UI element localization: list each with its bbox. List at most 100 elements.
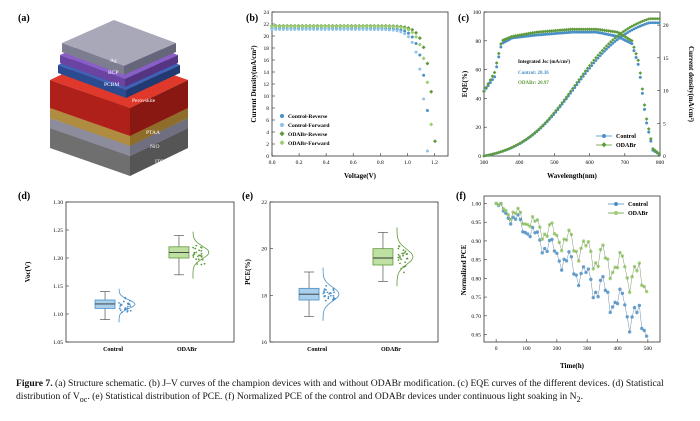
y-axis-label: Voc(V): [24, 261, 32, 282]
jsc-point: [647, 17, 651, 21]
data-point: [288, 24, 293, 29]
sample-point: [402, 252, 405, 255]
y-tick-label: 4: [266, 130, 269, 136]
sample-point: [119, 305, 122, 307]
data-point: [421, 45, 426, 50]
sample-point: [196, 263, 199, 265]
panel-c-eqe-curves: (c) 300 400 500 600 700 800020406080100051015…: [458, 10, 695, 180]
caption-text: . (e) Statistical distribution of PCE. (…: [87, 390, 577, 402]
distribution-curve: [396, 227, 414, 287]
data-point: [281, 27, 285, 31]
box-marks: Control ODABr: [298, 227, 414, 353]
jsc-point: [587, 63, 592, 68]
sample-point: [192, 254, 195, 257]
y-axis-label: EQE(%): [461, 70, 469, 97]
eqe-point: [655, 150, 660, 155]
plot-frame: [65, 201, 235, 343]
data-point: [410, 35, 414, 39]
eqe-point: [482, 89, 486, 94]
series-line: [495, 203, 647, 337]
annotation-odabr: ODABr: 20.97: [518, 81, 549, 86]
eqe-point: [569, 30, 573, 34]
jsc-point: [586, 69, 589, 73]
x-tick-label: 0.2: [296, 160, 303, 166]
data-point: [292, 24, 297, 29]
data-point: [346, 27, 350, 31]
sample-point: [199, 254, 202, 257]
data-point: [395, 29, 399, 33]
y-tick-label: 22: [261, 200, 267, 206]
eqe-point: [488, 78, 493, 82]
legend-marker: [280, 114, 284, 118]
eqe-point: [643, 107, 647, 111]
eqe-point: [585, 30, 589, 34]
jsc-point: [539, 125, 543, 129]
y-tick-label: 1.10: [53, 312, 63, 318]
data-point: [380, 28, 384, 32]
eqe-point: [649, 139, 653, 143]
y-tick-label: 20: [476, 125, 482, 131]
sample-point: [192, 246, 195, 249]
sample-point: [328, 292, 331, 295]
eqe-point: [642, 103, 647, 107]
jsc-point: [609, 43, 613, 47]
x-category-label: Control: [103, 347, 123, 353]
data-point: [391, 24, 396, 29]
y-tick-label: 0.70: [471, 314, 481, 320]
sample-point: [200, 252, 203, 255]
jsc-point: [621, 29, 626, 34]
sample-point: [197, 255, 199, 258]
x-tick-label: 800: [656, 160, 665, 166]
jsc-point: [649, 17, 653, 21]
x-axis-label: Wavelength(nm): [547, 172, 597, 180]
x-category-label: ODABr: [177, 347, 197, 353]
data-point: [289, 27, 293, 31]
data-point: [365, 27, 369, 31]
data-point: [403, 29, 407, 33]
distribution-curve: [192, 231, 210, 279]
sample-point: [327, 297, 330, 300]
sample-point: [129, 309, 132, 312]
legend: Control ODABr: [608, 202, 648, 217]
jsc-point: [547, 116, 552, 120]
jsc-point: [655, 17, 659, 21]
data-point: [308, 27, 312, 31]
data-point: [278, 27, 282, 31]
data-point: [406, 31, 410, 35]
x-tick-label: 1.2: [431, 160, 438, 166]
jsc-point: [560, 101, 564, 105]
jsc-point: [630, 28, 634, 32]
data-point: [369, 27, 373, 31]
jsc-point: [520, 140, 524, 144]
data-point: [395, 25, 400, 30]
jsc-point: [657, 21, 661, 25]
jsc-point: [641, 23, 644, 27]
eqe-point: [592, 30, 596, 34]
jsc-point: [554, 109, 558, 113]
eqe-point: [590, 30, 594, 34]
sample-point: [399, 262, 401, 265]
y-tick-label: 1.20: [53, 256, 63, 262]
x-tick-label: 1.0: [404, 160, 411, 166]
jsc-point: [530, 132, 535, 137]
jsc-point: [623, 28, 628, 32]
jsc-point: [638, 24, 642, 28]
jsc-point: [617, 32, 621, 37]
layer-label: PTAA: [146, 130, 160, 136]
layer-label: Ag: [110, 58, 117, 64]
sample-point: [327, 295, 330, 298]
distribution-curve: [322, 267, 340, 321]
jsc-point: [624, 32, 627, 36]
legend-label: ODABr-Forward: [288, 141, 330, 147]
eqe-point: [583, 30, 587, 34]
sample-point: [329, 294, 332, 297]
data-point: [338, 27, 342, 31]
data-point: [388, 28, 392, 32]
data-point: [414, 34, 419, 39]
y-tick-label: 40: [476, 96, 482, 102]
sample-point: [129, 305, 132, 308]
jsc-point: [653, 17, 657, 21]
panel-d-label: (d): [18, 191, 30, 202]
eqe-point: [651, 146, 655, 151]
data-point: [312, 27, 316, 31]
